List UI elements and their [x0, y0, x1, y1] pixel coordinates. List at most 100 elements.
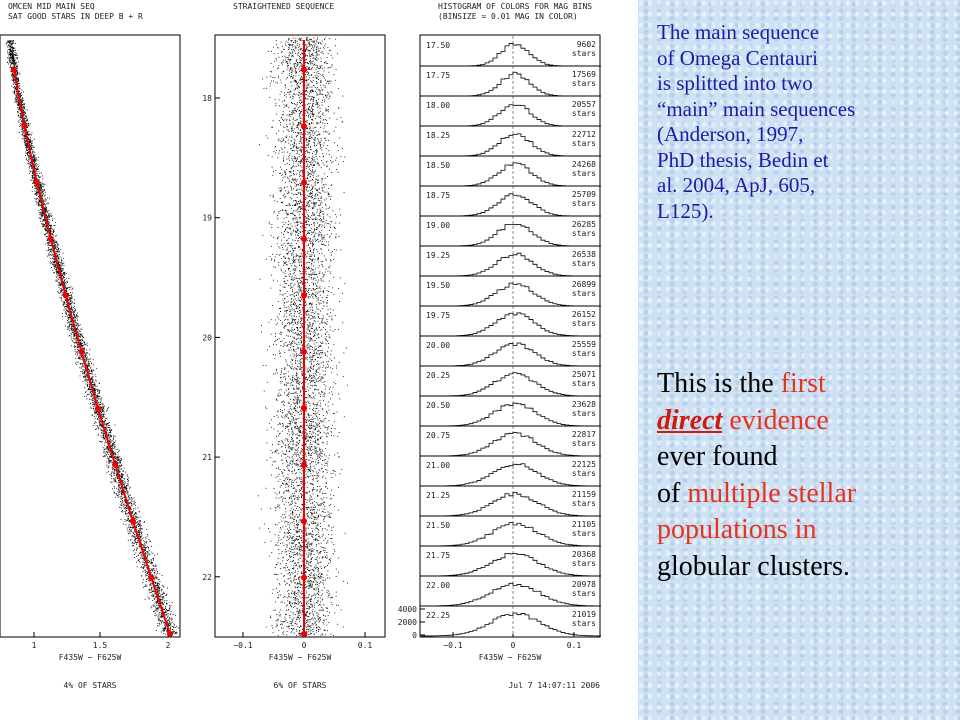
star: [107, 447, 108, 449]
star: [64, 306, 66, 308]
star: [10, 49, 12, 51]
star: [94, 388, 96, 389]
star: [50, 231, 52, 233]
star: [70, 296, 72, 298]
star: [154, 596, 156, 598]
star: [152, 557, 154, 559]
star: [16, 78, 18, 80]
star: [106, 446, 108, 448]
star: [161, 597, 163, 599]
star: [69, 291, 71, 293]
star: [55, 264, 57, 266]
star: [155, 583, 157, 584]
star: [133, 545, 134, 546]
star: [151, 562, 153, 564]
star: [63, 280, 65, 282]
star: [47, 203, 49, 204]
star: [74, 345, 76, 347]
star: [103, 434, 105, 436]
star: [36, 170, 38, 172]
star: [85, 355, 87, 357]
star: [109, 439, 111, 441]
star: [62, 252, 64, 254]
star: [140, 525, 142, 527]
star: [116, 482, 118, 484]
star: [14, 92, 15, 94]
star: [63, 303, 65, 305]
star: [108, 449, 110, 451]
star: [99, 401, 101, 403]
star: [97, 396, 99, 398]
star: [138, 561, 140, 562]
star: [95, 411, 97, 413]
star: [122, 482, 124, 484]
star: [47, 217, 49, 219]
star: [71, 323, 73, 325]
star: [20, 98, 22, 100]
star: [39, 188, 41, 190]
star: [64, 287, 66, 289]
star: [147, 573, 149, 575]
star: [138, 511, 140, 513]
star: [108, 407, 109, 409]
star: [121, 480, 123, 482]
star: [100, 411, 102, 413]
star: [34, 163, 36, 165]
star: [37, 191, 39, 193]
star: [9, 46, 11, 48]
star: [97, 411, 99, 413]
star: [45, 207, 47, 209]
star: [82, 371, 83, 373]
star: [134, 542, 135, 544]
star: [162, 621, 164, 623]
star: [97, 414, 99, 415]
star: [60, 256, 62, 258]
star: [12, 77, 14, 79]
star: [100, 404, 101, 405]
star: [118, 492, 119, 494]
star: [165, 612, 167, 614]
star: [84, 395, 85, 397]
star: [42, 223, 44, 225]
star: [18, 104, 20, 106]
star: [27, 126, 28, 128]
star: [158, 625, 160, 627]
star: [40, 172, 42, 174]
star: [54, 225, 56, 227]
star: [75, 358, 77, 360]
star: [176, 632, 178, 634]
star: [111, 439, 113, 441]
star: [120, 507, 122, 509]
star: [34, 177, 36, 179]
star: [116, 457, 118, 459]
star: [92, 398, 94, 400]
star: [64, 301, 66, 303]
star: [41, 208, 43, 210]
star: [164, 611, 166, 613]
star: [66, 320, 68, 322]
star: [166, 629, 168, 631]
star: [86, 356, 88, 358]
star: [157, 608, 159, 610]
star: [55, 266, 57, 268]
star: [166, 593, 168, 595]
star: [148, 597, 150, 599]
star: [9, 49, 11, 51]
star: [10, 71, 12, 73]
star: [108, 448, 110, 450]
star: [65, 300, 67, 302]
star: [44, 229, 46, 231]
star: [90, 378, 92, 380]
star: [166, 608, 168, 610]
star: [59, 251, 61, 253]
star: [89, 398, 91, 400]
star: [163, 611, 165, 613]
star: [34, 187, 36, 189]
star: [64, 308, 66, 310]
star: [135, 523, 137, 525]
star: [34, 185, 35, 187]
star: [32, 160, 34, 162]
star: [19, 88, 21, 90]
star: [60, 269, 62, 271]
star: [60, 265, 61, 267]
